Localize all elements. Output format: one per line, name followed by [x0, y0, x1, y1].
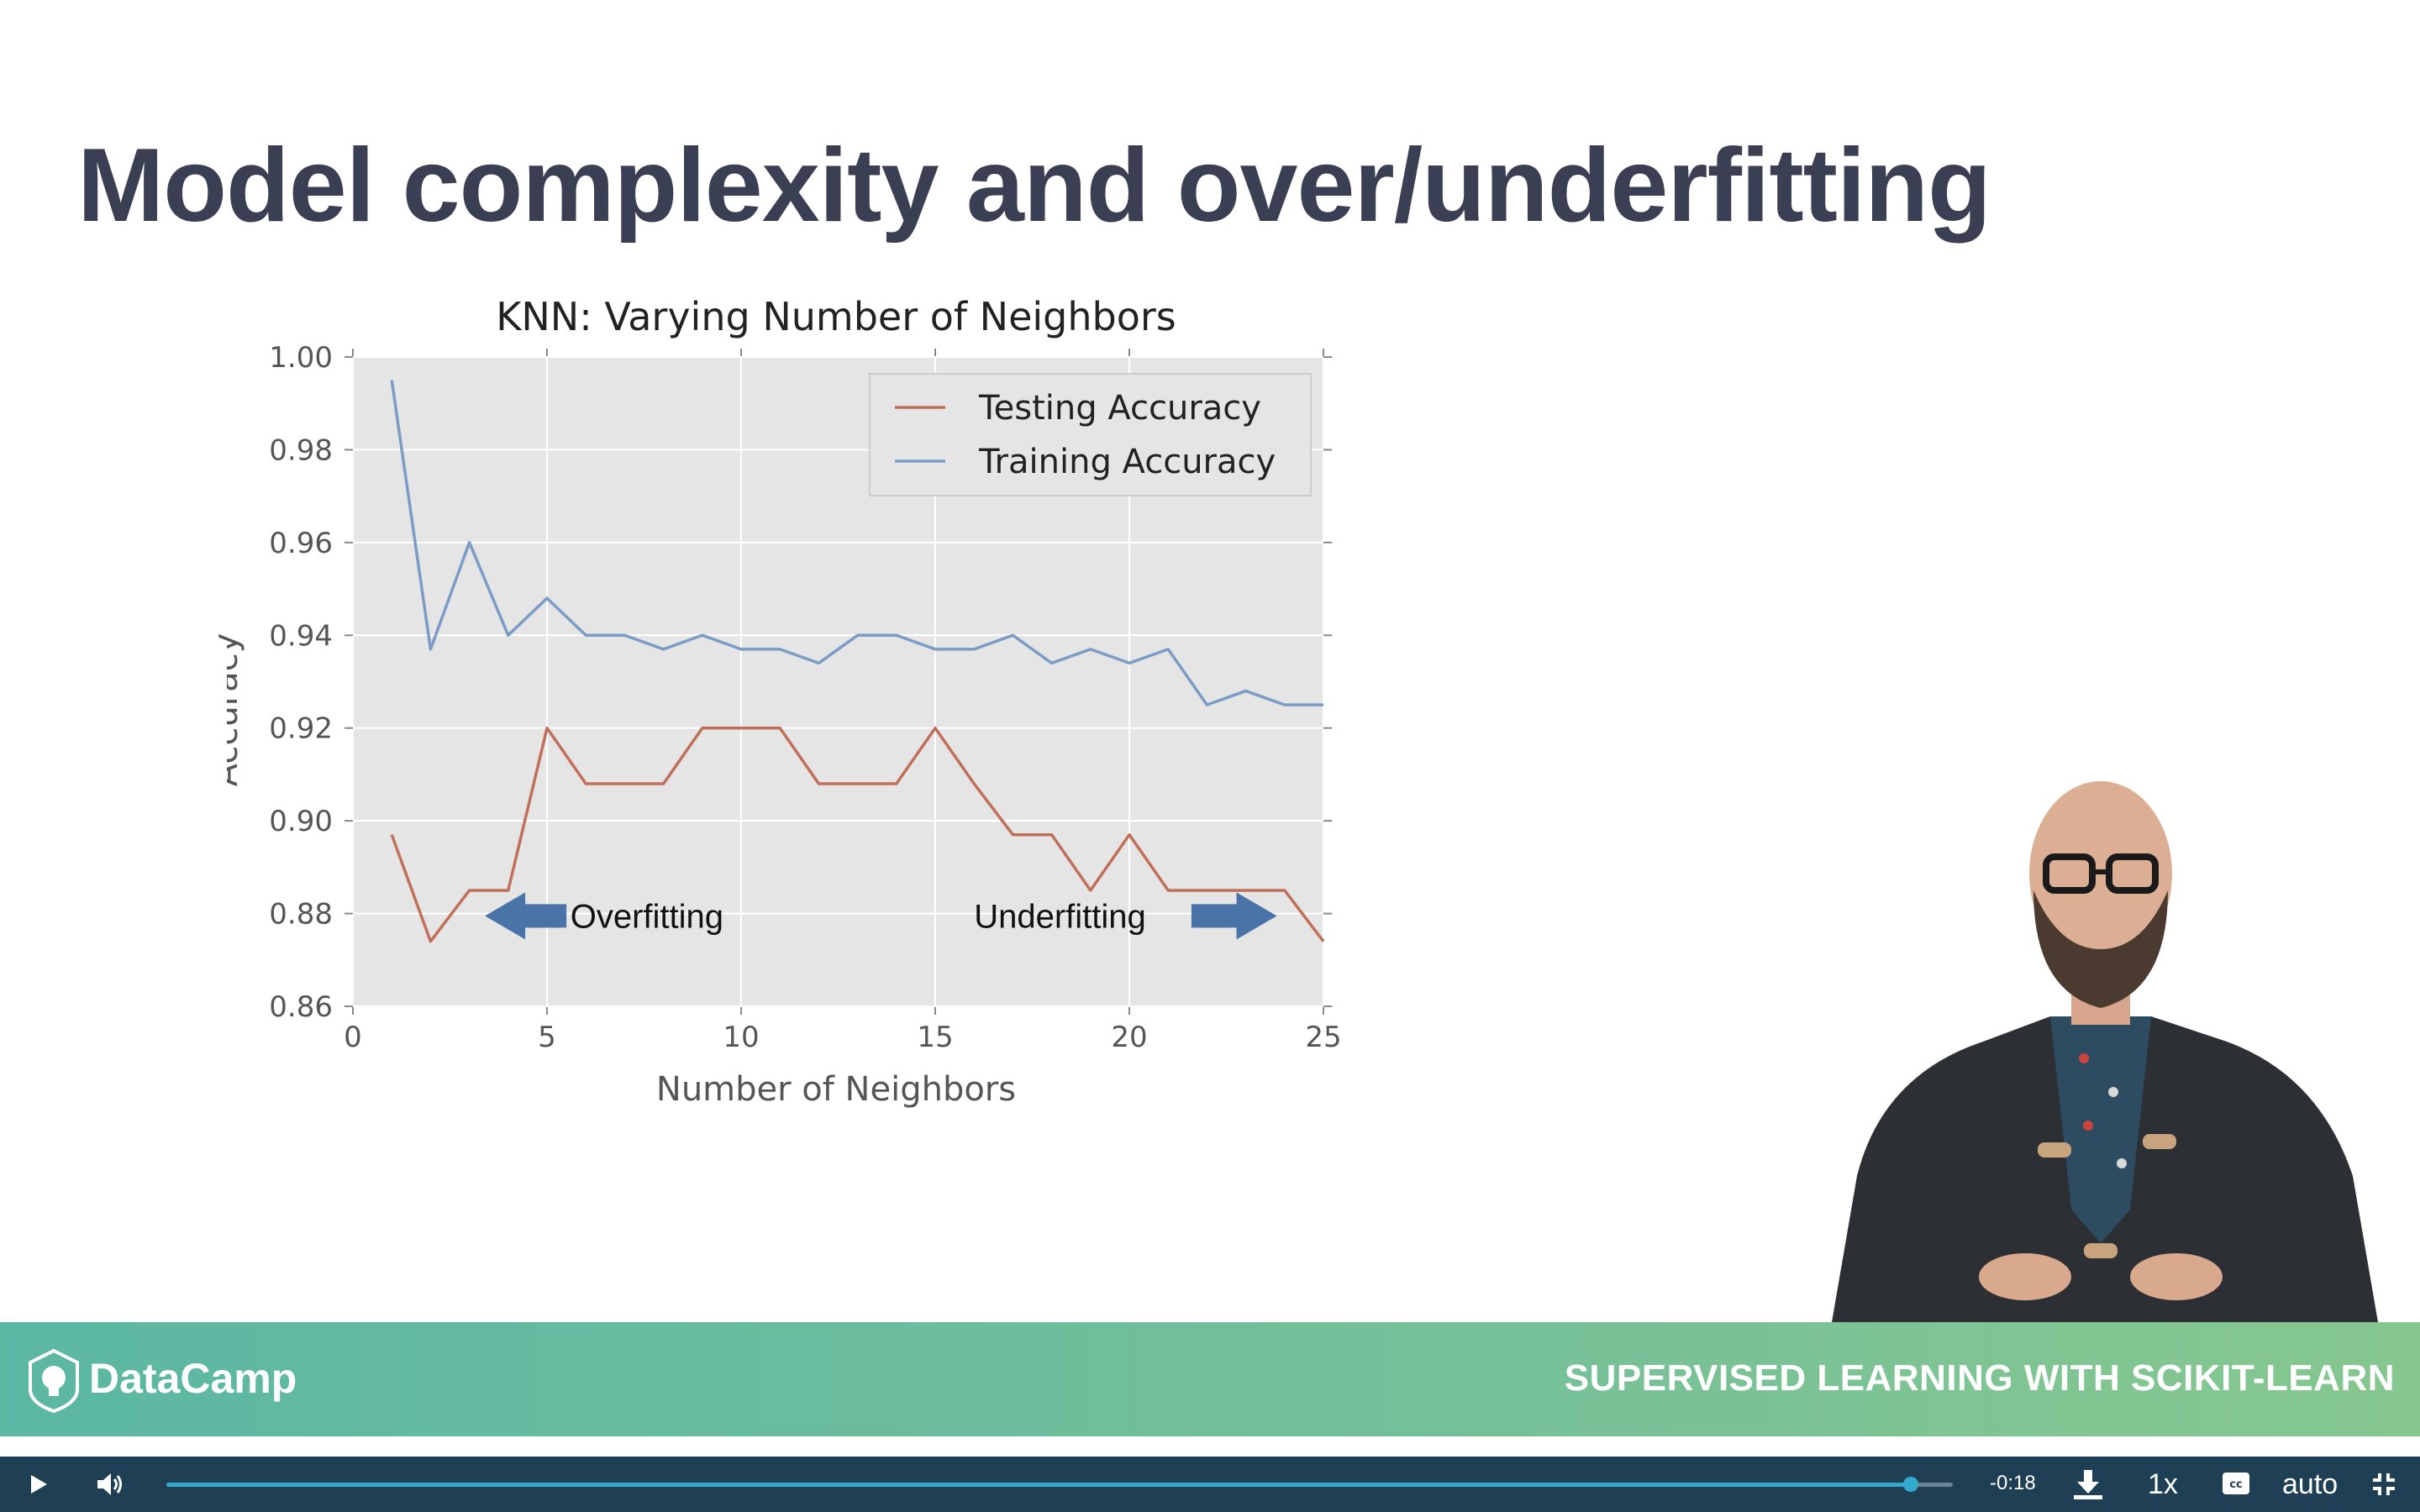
annotation-underfitting: Underfitting [974, 898, 1146, 935]
volume-icon[interactable] [96, 1472, 124, 1497]
datacamp-logo-icon [29, 1348, 79, 1413]
exit-fullscreen-icon[interactable] [2371, 1472, 2396, 1497]
annotation-arrow-right [1191, 892, 1277, 940]
course-footer-banner: DataCamp SUPERVISED LEARNING WITH SCIKIT… [0, 1322, 2420, 1436]
progress-fill [166, 1483, 1912, 1487]
legend-label: Training Accuracy [978, 443, 1276, 481]
captions-icon[interactable]: cc [2222, 1472, 2250, 1495]
x-tick-label: 0 [344, 1021, 362, 1054]
x-tick-label: 10 [723, 1021, 759, 1054]
time-remaining: -0:18 [1990, 1472, 2036, 1494]
legend-box [869, 373, 1312, 496]
svg-text:cc: cc [2229, 1478, 2242, 1491]
slide: Model complexity and over/underfitting K… [77, 128, 2395, 1322]
x-tick-label: 15 [917, 1021, 953, 1054]
x-tick-label: 25 [1305, 1021, 1341, 1054]
brand-name: DataCamp [89, 1355, 297, 1402]
annotation-overfitting: Overfitting [571, 898, 723, 935]
series-line-testing-accuracy [390, 726, 1325, 943]
x-axis-label: Number of Neighbors [656, 1070, 1016, 1109]
playback-speed-button[interactable]: 1x [2148, 1468, 2178, 1500]
legend-label: Testing Accuracy [978, 389, 1261, 428]
y-tick-label: 0.96 [269, 527, 333, 560]
series-line-training-accuracy [390, 380, 1323, 706]
presenter-video [1807, 739, 2395, 1322]
x-tick-label: 20 [1111, 1021, 1147, 1054]
knn-accuracy-chart: KNN: Varying Number of Neighbors 0 5 10 15 2… [193, 294, 1342, 1109]
play-icon[interactable] [29, 1473, 49, 1495]
x-tick-label: 5 [538, 1021, 556, 1054]
y-tick-label: 0.98 [269, 433, 333, 467]
slide-title: Model complexity and over/underfitting [77, 128, 1991, 244]
progress-bar[interactable] [166, 1477, 1953, 1492]
progress-handle[interactable] [1903, 1477, 1919, 1492]
y-tick-label: 0.94 [269, 619, 333, 653]
chart-title: KNN: Varying Number of Neighbors [496, 294, 1176, 339]
y-tick-label: 0.88 [269, 898, 333, 932]
control-bar: -0:18 1x cc auto [0, 1457, 2420, 1512]
y-tick-label: 0.92 [269, 712, 333, 746]
y-tick-label: 1.00 [269, 341, 333, 375]
y-tick-label: 0.86 [269, 990, 333, 1024]
download-icon[interactable] [2072, 1468, 2104, 1500]
course-name: SUPERVISED LEARNING WITH SCIKIT-LEARN [1564, 1357, 2395, 1399]
annotation-arrow-left [485, 892, 567, 940]
video-player-controls: -0:18 1x cc auto [0, 1436, 2420, 1512]
y-tick-label: 0.90 [269, 805, 333, 838]
quality-button[interactable]: auto [2282, 1468, 2338, 1500]
